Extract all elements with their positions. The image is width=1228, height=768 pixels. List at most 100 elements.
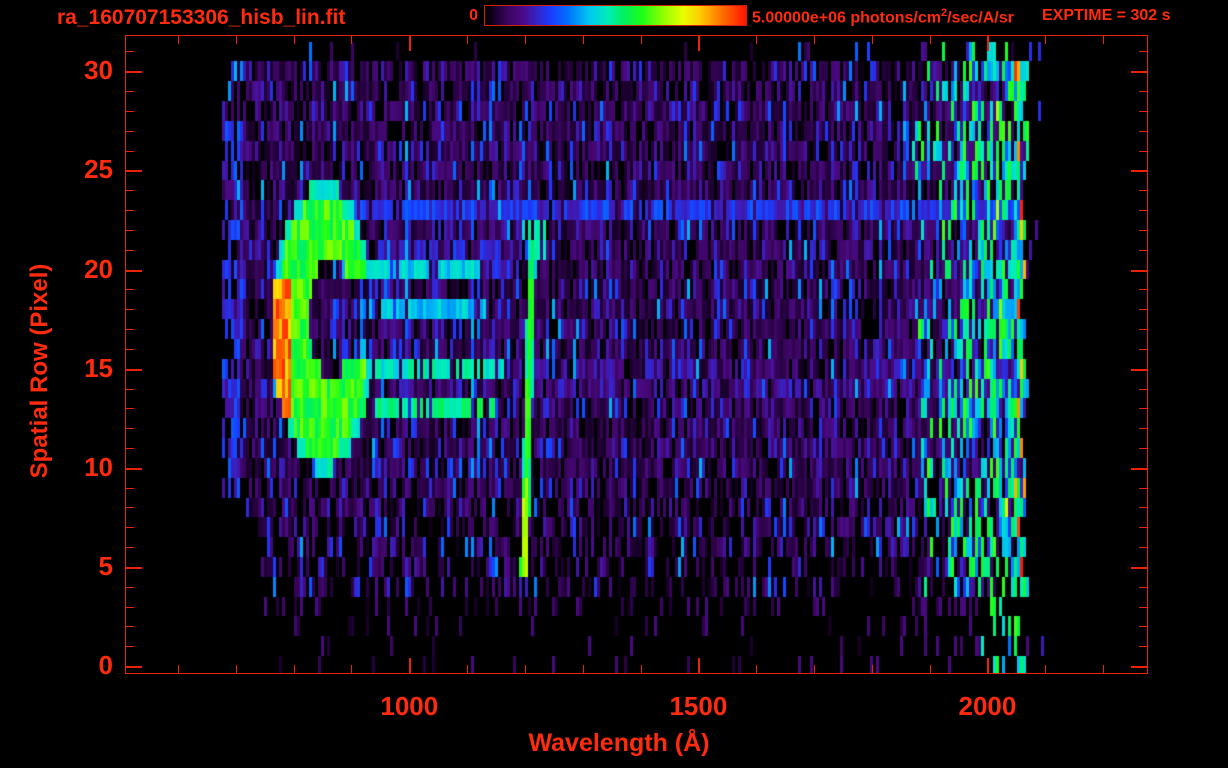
colorbar-max-label: 5.00000e+06 photons/cm2/sec/A/sr [752, 7, 1014, 27]
axis-tick [1139, 547, 1147, 548]
axis-tick [126, 567, 142, 569]
axis-tick [294, 36, 295, 44]
axis-tick [930, 36, 931, 44]
axis-tick [1139, 131, 1147, 132]
axis-tick [1139, 250, 1147, 251]
plot-frame [125, 35, 1148, 674]
axis-tick [525, 665, 526, 673]
axis-tick [126, 230, 134, 231]
axis-tick [987, 36, 989, 51]
x-tick-label: 1000 [380, 691, 439, 721]
axis-tick [1139, 587, 1147, 588]
axis-tick [1045, 36, 1046, 44]
x-tick-label: 1500 [669, 691, 728, 721]
y-axis-title: Spatial Row (Pixel) [26, 263, 53, 479]
colorbar-max-value: 5.00000e+06 photons/cm [752, 9, 941, 27]
axis-tick [525, 36, 526, 44]
axis-tick [126, 190, 134, 191]
axis-tick [1139, 408, 1147, 409]
axis-tick [126, 91, 134, 92]
axis-tick [236, 665, 237, 673]
axis-tick [126, 389, 134, 390]
axis-tick [409, 658, 411, 673]
axis-tick [236, 36, 237, 44]
axis-tick [1131, 71, 1147, 73]
axis-tick [467, 665, 468, 673]
axis-tick [126, 349, 134, 350]
axis-tick [126, 507, 134, 508]
y-tick-label: 0 [98, 650, 113, 681]
axis-tick [126, 488, 134, 489]
axis-tick [1131, 468, 1147, 470]
axis-tick [126, 527, 134, 528]
axis-tick [1139, 151, 1147, 152]
axis-tick [1139, 190, 1147, 191]
axis-tick [126, 270, 142, 272]
axis-tick [351, 36, 352, 44]
axis-tick [1139, 488, 1147, 489]
axis-tick [351, 665, 352, 673]
axis-tick [1131, 369, 1147, 371]
y-tick-label: 30 [84, 55, 113, 86]
axis-tick [583, 665, 584, 673]
y-tick-label: 5 [98, 550, 113, 581]
axis-tick [126, 51, 134, 52]
axis-tick [1139, 210, 1147, 211]
axis-tick [126, 309, 134, 310]
axis-tick [126, 170, 142, 172]
axis-tick [126, 646, 134, 647]
axis-tick [641, 665, 642, 673]
axis-tick [1103, 36, 1104, 44]
axis-tick [814, 36, 815, 44]
axis-tick [1139, 527, 1147, 528]
axis-tick [1139, 309, 1147, 310]
axis-tick [178, 36, 179, 44]
axis-tick [1139, 646, 1147, 647]
colorbar [484, 5, 747, 26]
axis-tick [1139, 349, 1147, 350]
y-tick-label: 25 [84, 154, 113, 185]
axis-tick [641, 36, 642, 44]
axis-tick [467, 36, 468, 44]
axis-tick [126, 151, 134, 152]
axis-tick [930, 665, 931, 673]
axis-tick [1139, 329, 1147, 330]
axis-tick [126, 329, 134, 330]
axis-tick [126, 250, 134, 251]
axis-tick [126, 587, 134, 588]
axis-tick [1139, 51, 1147, 52]
axis-tick [756, 36, 757, 44]
axis-tick [756, 665, 757, 673]
axis-tick [1139, 111, 1147, 112]
axis-tick [126, 210, 134, 211]
axis-tick [126, 448, 134, 449]
axis-tick [178, 665, 179, 673]
spectral-image-canvas [126, 36, 1147, 673]
axis-tick [126, 71, 142, 73]
axis-tick [1131, 567, 1147, 569]
axis-tick [872, 665, 873, 673]
axis-tick [1139, 626, 1147, 627]
axis-tick [698, 658, 700, 673]
axis-tick [126, 111, 134, 112]
axis-tick [126, 607, 134, 608]
x-axis-title: Wavelength (Å) [528, 729, 710, 757]
axis-tick [1139, 428, 1147, 429]
axis-tick [409, 36, 411, 51]
axis-tick [1131, 170, 1147, 172]
axis-tick [1139, 230, 1147, 231]
axis-tick [1131, 666, 1147, 668]
axis-tick [126, 547, 134, 548]
axis-tick [126, 131, 134, 132]
axis-tick [126, 626, 134, 627]
axis-tick [1103, 665, 1104, 673]
axis-tick [1139, 507, 1147, 508]
y-tick-label: 10 [84, 451, 113, 482]
exptime-label: EXPTIME = 302 s [1042, 7, 1171, 24]
axis-tick [1139, 389, 1147, 390]
axis-tick [698, 36, 700, 51]
axis-tick [126, 428, 134, 429]
colorbar-min-label: 0 [469, 7, 478, 24]
y-tick-label: 20 [84, 253, 113, 284]
